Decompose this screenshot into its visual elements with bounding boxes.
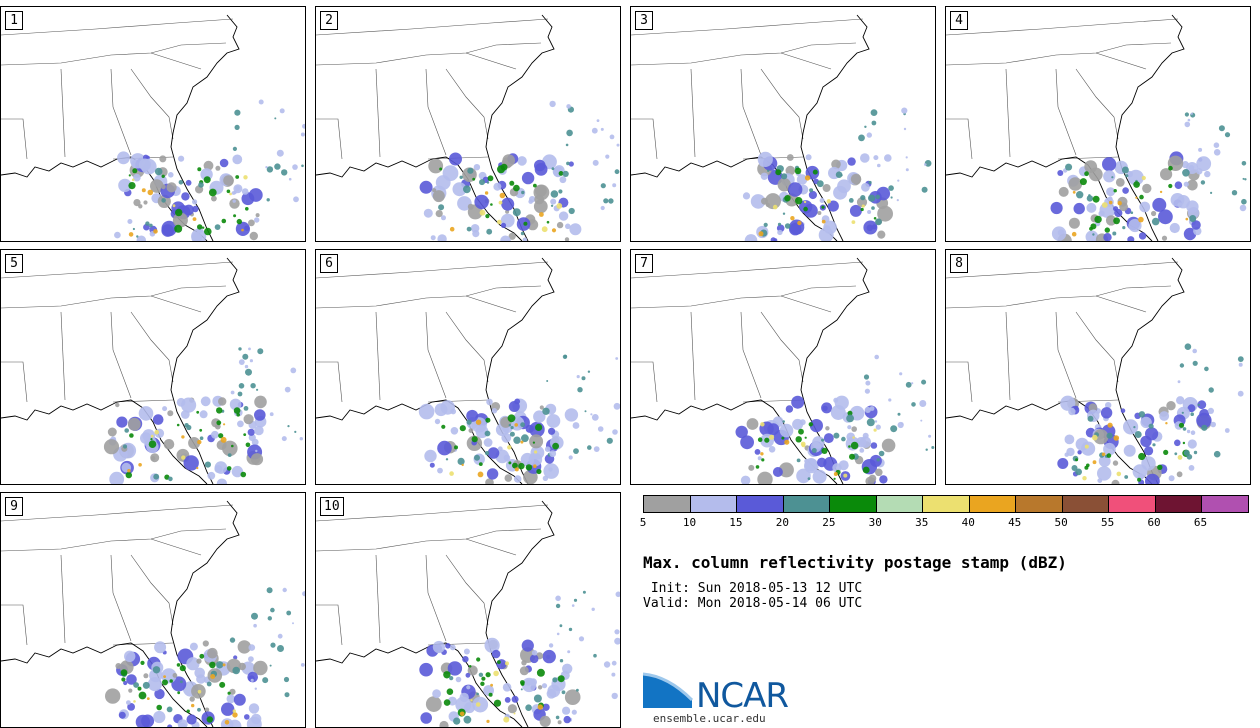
member-number: 3 [635,11,653,30]
colorbar-segment [644,496,691,512]
ensemble-member-panel: 3 [630,6,936,242]
colorbar-tick: 20 [775,516,789,529]
colorbar-segment [1062,496,1110,512]
member-number: 2 [320,11,338,30]
init-time: Init: Sun 2018-05-13 12 UTC [643,581,863,596]
member-number: 10 [320,497,344,516]
member-number: 4 [950,11,968,30]
colorbar-segment [830,496,877,512]
reflectivity-map [316,257,620,484]
reflectivity-map [946,257,1244,484]
colorbar-segment [1155,496,1203,512]
ensemble-member-panel: 10 [315,492,621,728]
colorbar-segment [690,496,738,512]
reflectivity-map [1,14,305,241]
reflectivity-map [946,14,1247,241]
reflectivity-map [1,500,305,727]
colorbar-tick: 30 [868,516,882,529]
colorbar-segment [737,496,784,512]
ensemble-member-panel: 9 [0,492,306,728]
colorbar-segment [1109,496,1156,512]
colorbar-tick: 45 [1008,516,1022,529]
reflectivity-map [631,14,932,241]
colorbar-tick: 25 [822,516,836,529]
logo-text: NCAR [696,676,789,716]
product-title: Max. column reflectivity postage stamp (… [643,553,1067,572]
colorbar-tick: 60 [1147,516,1161,529]
colorbar-tick: 15 [729,516,743,529]
colorbar-tick: 40 [961,516,975,529]
member-number: 1 [5,11,23,30]
member-number: 5 [5,254,23,273]
ensemble-member-panel: 2 [315,6,621,242]
reflectivity-map [631,257,935,484]
ensemble-member-panel: 5 [0,249,306,485]
colorbar-tick: 55 [1100,516,1115,529]
ensemble-member-panel: 6 [315,249,621,485]
reflectivity-map [1,257,303,484]
colorbar-tick: 50 [1054,516,1068,529]
colorbar-tick: 65 [1193,516,1208,529]
ensemble-member-panel: 8 [945,249,1251,485]
colorbar-segment [923,496,970,512]
ensemble-member-panel: 4 [945,6,1251,242]
colorbar-tick: 10 [682,516,697,529]
colorbar-segment [969,496,1017,512]
colorbar-segment [1016,496,1063,512]
colorbar-segment [876,496,924,512]
site-url: ensemble.ucar.edu [653,712,766,725]
reflectivity-colorbar [643,495,1249,513]
reflectivity-map [316,500,620,727]
colorbar-tick: 35 [915,516,929,529]
reflectivity-map [316,14,620,241]
member-number: 9 [5,497,23,516]
colorbar-tick-labels: 5 10 15 20 25 30 35 40 45 50 55 60 65 [639,516,1247,530]
ncar-logo: NCAR [642,670,802,714]
member-number: 6 [320,254,338,273]
member-number: 7 [635,254,653,273]
ensemble-member-panel: 1 [0,6,306,242]
ensemble-member-panel: 7 [630,249,936,485]
ncar-swoosh-icon [642,672,694,708]
valid-time: Valid: Mon 2018-05-14 06 UTC [643,596,863,611]
colorbar-segment [1202,496,1248,512]
member-number: 8 [950,254,968,273]
colorbar-segment [783,496,831,512]
colorbar-tick: 5 [639,516,647,529]
